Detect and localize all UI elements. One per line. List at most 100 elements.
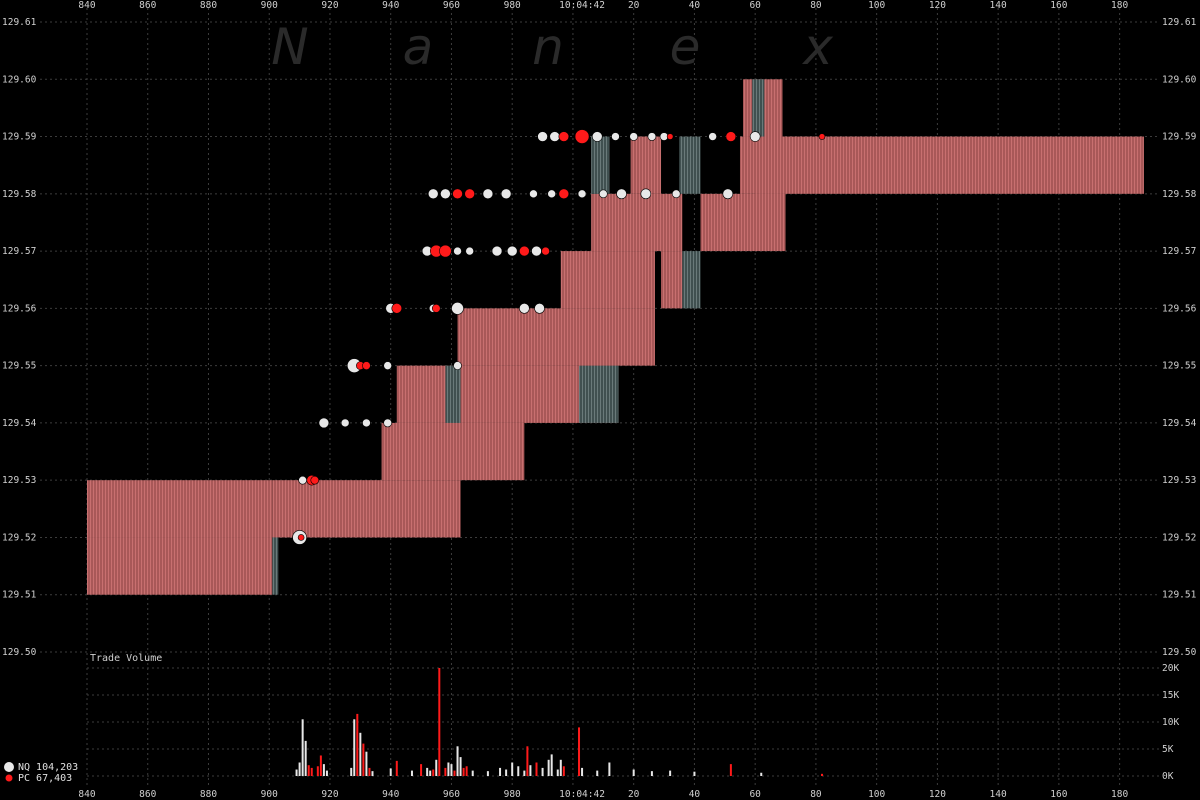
x-tick-label-top: 860 xyxy=(139,0,156,11)
trade-marker-nq xyxy=(362,418,371,428)
trade-marker-nq xyxy=(722,188,734,200)
volume-bar-nq xyxy=(426,767,429,776)
quote-band-dark xyxy=(752,79,765,137)
quote-band-dark xyxy=(579,365,619,423)
quote-band xyxy=(87,537,273,595)
y-tick-label-right: 129.52 xyxy=(1162,532,1196,543)
watermark-letter: x xyxy=(801,18,833,76)
y-tick-label-right: 129.55 xyxy=(1162,361,1196,372)
y-tick-label-right: 129.53 xyxy=(1162,475,1196,486)
quote-band xyxy=(272,480,461,538)
trade-marker-nq xyxy=(647,132,657,141)
volume-bar-nq xyxy=(486,771,489,776)
volume-bar-nq xyxy=(632,769,635,776)
volume-bar-nq xyxy=(447,762,450,776)
x-tick-label-top: 60 xyxy=(749,0,761,11)
y-tick-label-left: 129.59 xyxy=(2,132,37,143)
trade-marker-pc xyxy=(297,534,305,541)
volume-bar-nq xyxy=(550,754,553,776)
volume-bar-pc xyxy=(729,764,732,776)
volume-bar-nq xyxy=(511,762,514,776)
quote-band xyxy=(457,308,655,366)
y-tick-label-right: 129.58 xyxy=(1162,189,1197,200)
trade-marker-pc xyxy=(519,245,530,257)
trade-marker-pc xyxy=(725,131,737,142)
trade-marker-pc xyxy=(362,361,371,370)
x-tick-label-top: 880 xyxy=(200,0,217,11)
trade-marker-nq xyxy=(577,189,587,199)
volume-bar-pc xyxy=(535,762,538,776)
x-tick-label-bottom: 960 xyxy=(443,789,460,800)
volume-bar-nq xyxy=(608,762,611,776)
trade-marker-pc xyxy=(310,475,320,485)
legend-entry: PC 67,403 xyxy=(18,773,72,784)
y-tick-label-right: 129.56 xyxy=(1162,303,1197,314)
volume-bar-pc xyxy=(307,765,310,776)
trade-marker-nq xyxy=(708,132,717,141)
x-tick-label-top: 120 xyxy=(929,0,946,11)
quote-band-dark xyxy=(591,136,610,194)
trade-marker-pc xyxy=(439,244,452,258)
volume-bar-nq xyxy=(322,764,325,776)
volume-bar-nq xyxy=(693,771,696,776)
volume-bar-pc xyxy=(395,760,398,776)
y-tick-label-left: 129.54 xyxy=(2,418,37,429)
volume-bar-pc xyxy=(310,767,313,776)
y-tick-label-right: 129.59 xyxy=(1162,132,1197,143)
volume-tick-label: 5K xyxy=(1162,744,1174,755)
trade-marker-nq xyxy=(318,417,330,429)
volume-bar-nq xyxy=(325,770,328,776)
trade-marker-nq xyxy=(529,189,538,199)
trade-marker-nq xyxy=(453,246,462,256)
volume-bar-nq xyxy=(353,719,356,776)
trade-markers xyxy=(292,129,826,545)
volume-bar-nq xyxy=(581,767,584,776)
center-time-bottom: 10:04:42 xyxy=(559,789,605,800)
x-tick-label-top: 100 xyxy=(868,0,885,11)
volume-bar-nq xyxy=(459,757,462,776)
y-tick-label-right: 129.50 xyxy=(1162,647,1197,658)
trade-marker-nq xyxy=(506,245,518,257)
volume-bar-pc xyxy=(319,755,322,776)
volume-tick-label: 20K xyxy=(1162,663,1179,674)
quote-band xyxy=(755,136,1144,194)
trade-marker-pc xyxy=(452,188,463,200)
trade-marker-nq xyxy=(640,188,652,200)
volume-bar-pc xyxy=(453,770,456,776)
x-tick-label-bottom: 80 xyxy=(810,789,822,800)
volume-bar-pc xyxy=(420,764,423,776)
x-tick-label-top: 140 xyxy=(990,0,1007,11)
trade-marker-nq xyxy=(383,418,392,428)
volume-bar-nq xyxy=(410,770,413,776)
trade-marker-nq xyxy=(671,189,681,199)
volume-bar-nq xyxy=(760,772,763,776)
y-tick-label-right: 129.51 xyxy=(1162,590,1197,601)
volume-bar-pc xyxy=(432,769,435,776)
x-tick-label-top: 840 xyxy=(78,0,95,11)
trade-marker-pc xyxy=(558,188,570,200)
volume-bar-nq xyxy=(559,759,562,776)
watermark-letter: N xyxy=(271,18,308,76)
trade-marker-pc xyxy=(464,188,475,200)
x-tick-label-bottom: 180 xyxy=(1111,789,1128,800)
volume-bar-nq xyxy=(596,770,599,776)
x-tick-label-bottom: 160 xyxy=(1050,789,1067,800)
volume-tick-label: 15K xyxy=(1162,690,1179,701)
x-tick-label-top: 180 xyxy=(1111,0,1128,11)
trade-marker-nq xyxy=(427,188,439,200)
trade-marker-nq xyxy=(616,188,627,200)
trade-marker-nq xyxy=(519,303,530,314)
trade-marker-nq xyxy=(340,418,350,428)
y-tick-label-right: 129.60 xyxy=(1162,74,1197,85)
x-tick-label-top: 80 xyxy=(810,0,822,11)
volume-bar-nq xyxy=(456,746,459,776)
x-tick-label-bottom: 900 xyxy=(261,789,278,800)
trade-marker-nq xyxy=(383,361,392,370)
volume-bars: Trade Volume xyxy=(90,653,823,776)
x-tick-label-top: 40 xyxy=(689,0,701,11)
quote-band xyxy=(87,480,273,538)
volume-bar-nq xyxy=(499,767,502,776)
trade-marker-pc xyxy=(574,129,590,144)
volume-bar-nq xyxy=(359,732,362,776)
